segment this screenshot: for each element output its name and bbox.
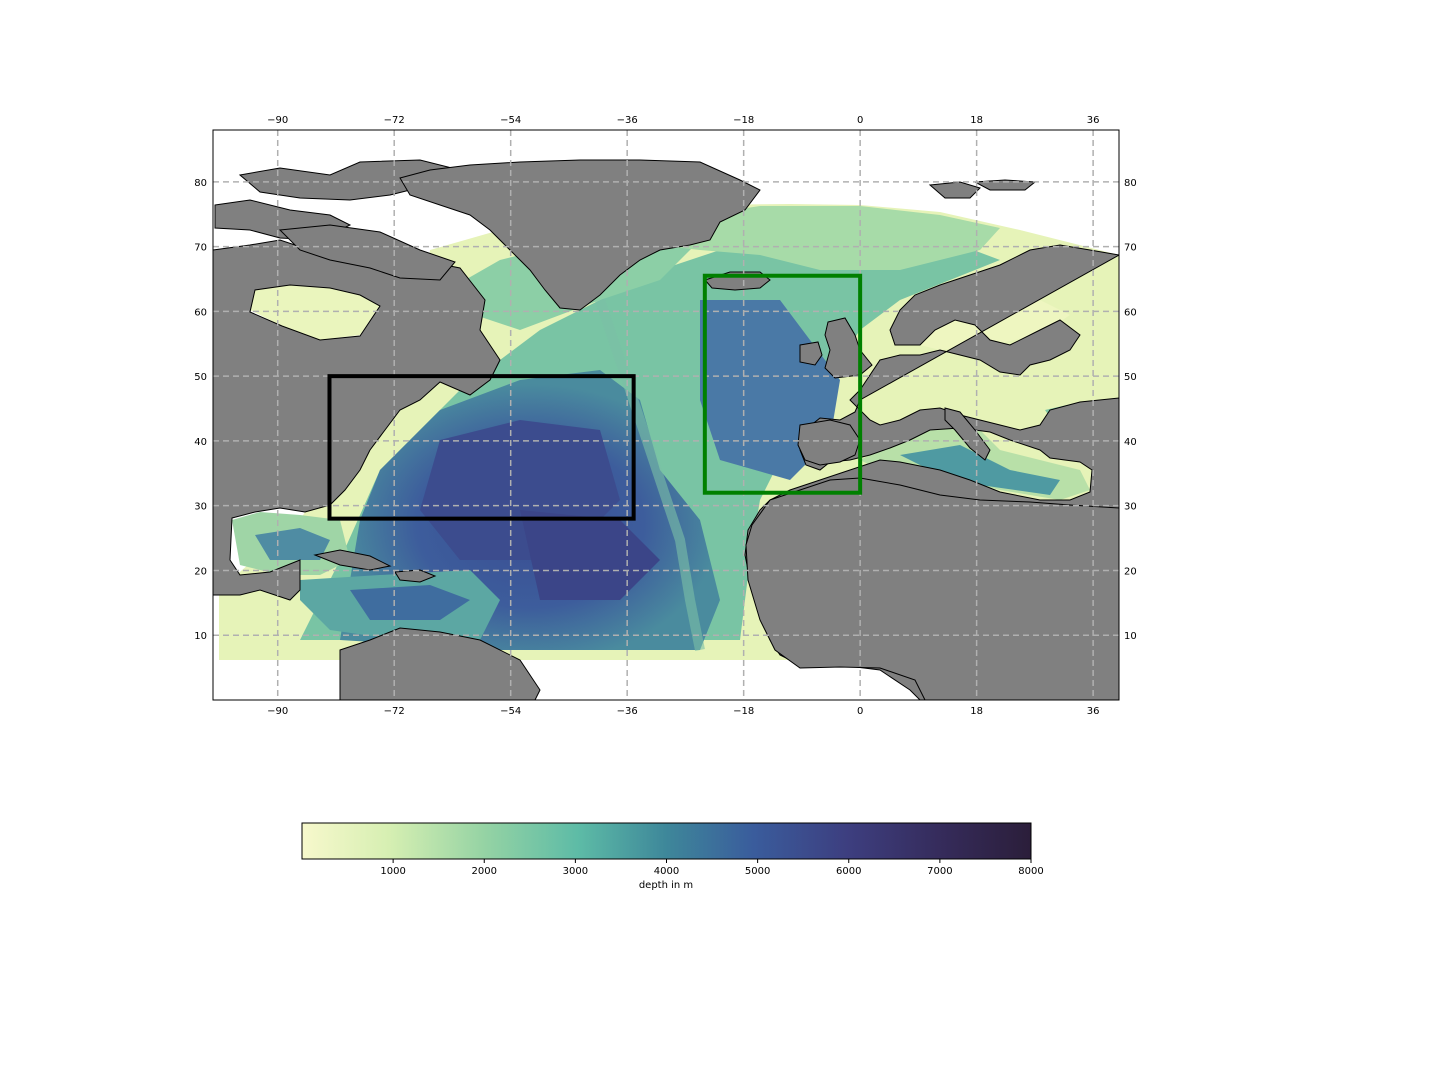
colorbar-tick-label: 5000 [745,866,770,877]
colorbar-gradient [301,822,1032,860]
lon-tick-bottom: 18 [970,706,983,717]
lon-tick-bottom: −36 [617,706,638,717]
lat-labels-right: 10 20 30 40 50 60 70 80 [1124,178,1137,642]
colorbar: 1000 2000 3000 4000 5000 6000 7000 8000 depth i… [301,822,1044,891]
lat-tick-left: 50 [194,372,207,383]
colorbar-tick-label: 8000 [1018,866,1043,877]
lon-labels-bottom: −90 −72 −54 −36 −18 0 18 36 [267,706,1099,717]
greenland [399,159,761,311]
lat-tick-right: 60 [1124,307,1137,318]
lon-labels-top: −90 −72 −54 −36 −18 0 18 36 [267,115,1099,126]
ireland [799,341,823,366]
south-america [339,627,541,700]
lat-tick-left: 70 [194,243,207,254]
italy [944,407,991,461]
lon-tick-top: −90 [267,115,288,126]
lon-tick-bottom: −72 [384,706,405,717]
lat-tick-right: 40 [1124,437,1137,448]
colorbar-ticks: 1000 2000 3000 4000 5000 6000 7000 8000 [380,859,1044,877]
colorbar-tick-label: 6000 [836,866,861,877]
lon-tick-bottom: −90 [267,706,288,717]
lat-tick-right: 50 [1124,372,1137,383]
region-boxes [327,273,863,521]
lon-tick-bottom: 36 [1087,706,1100,717]
colorbar-tick-label: 2000 [472,866,497,877]
colorbar-tick-label: 4000 [654,866,679,877]
lon-tick-bottom: −18 [733,706,754,717]
lon-tick-top: 0 [857,115,863,126]
lat-tick-left: 10 [194,631,207,642]
lat-tick-left: 80 [194,178,207,189]
lon-tick-bottom: −54 [500,706,521,717]
lon-tick-top: −36 [617,115,638,126]
black-box [327,374,636,521]
iberia [797,419,861,466]
lat-tick-left: 60 [194,307,207,318]
map-content [213,130,1119,700]
colorbar-tick-label: 3000 [563,866,588,877]
lat-tick-right: 20 [1124,566,1137,577]
lon-tick-top: 36 [1087,115,1100,126]
colorbar-tick-label: 7000 [927,866,952,877]
green-box [702,273,863,495]
lat-tick-right: 10 [1124,631,1137,642]
lon-tick-bottom: 0 [857,706,863,717]
lat-tick-left: 30 [194,502,207,513]
lon-tick-top: −54 [500,115,521,126]
africa [745,477,1119,700]
lat-tick-left: 40 [194,437,207,448]
lon-tick-top: −72 [384,115,405,126]
map-axes: −90 −72 −54 −36 −18 0 18 36 −90 −72 −54 −36 −18 0 18 3… [194,115,1136,717]
lat-tick-right: 30 [1124,502,1137,513]
map-frame [212,129,1120,701]
colorbar-label: depth in m [639,880,693,891]
gridlines [213,130,1119,700]
land-layer [213,159,1119,700]
lat-tick-right: 80 [1124,178,1137,189]
lon-tick-top: 18 [970,115,983,126]
colorbar-tick-label: 1000 [380,866,405,877]
lat-tick-left: 20 [194,566,207,577]
franz-josef [973,179,1037,191]
baffin-island [278,224,456,281]
cuba [313,549,392,571]
lat-tick-right: 70 [1124,243,1137,254]
lon-tick-top: −18 [733,115,754,126]
lat-labels-left: 10 20 30 40 50 60 70 80 [194,178,207,642]
